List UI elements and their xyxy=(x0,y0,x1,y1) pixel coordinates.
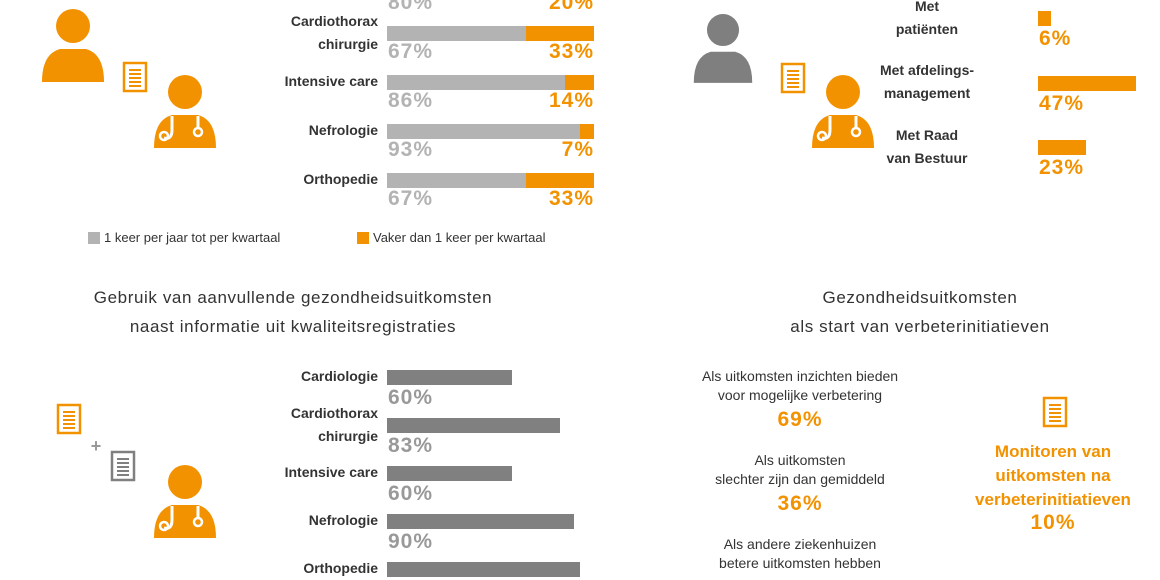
value-label: 67% xyxy=(388,40,434,63)
value-label: 60% xyxy=(388,482,434,505)
highlight-label: Monitoren van uitkomsten na verbeterinit… xyxy=(975,442,1131,509)
document-icon xyxy=(780,62,806,94)
highlight-value: 10% xyxy=(1030,511,1076,534)
person-icon xyxy=(42,9,104,82)
value-label: 90% xyxy=(388,530,434,553)
bar-segment xyxy=(387,173,526,188)
panel-item-value: 69% xyxy=(777,408,823,431)
bar-segment xyxy=(387,124,580,139)
category-label: Orthopedie xyxy=(303,560,378,576)
bar xyxy=(387,466,512,481)
value-label: 93% xyxy=(388,138,434,161)
category-label: Cardiologie xyxy=(300,368,378,384)
category-label: Nefrologie xyxy=(308,512,378,528)
value-label: 83% xyxy=(388,434,434,457)
panel-item-value: 36% xyxy=(777,492,823,515)
bar xyxy=(1038,140,1087,155)
panel-title: Gezondheidsuitkomsten als start van verb… xyxy=(790,288,1050,336)
document-icon xyxy=(1042,396,1068,428)
category-label: Orthopedie xyxy=(303,171,378,187)
bar xyxy=(387,514,575,529)
legend-swatch xyxy=(88,232,100,244)
category-label: Intensive care xyxy=(284,73,378,89)
legend-swatch xyxy=(357,232,369,244)
plus-sign: + xyxy=(91,436,102,456)
category-label: Met patiënten xyxy=(895,0,959,37)
bar-segment xyxy=(565,75,594,90)
bar-segment xyxy=(579,124,594,139)
bar-segment xyxy=(387,26,526,41)
legend-label: Vaker dan 1 keer per kwartaal xyxy=(373,230,546,245)
category-label: Cardiothorax chirurgie xyxy=(290,404,378,444)
value-label: 14% xyxy=(548,89,594,112)
category-label: Nefrologie xyxy=(308,122,378,138)
document-icon xyxy=(122,61,148,93)
value-label: 80% xyxy=(388,0,434,14)
bar xyxy=(1038,11,1051,26)
category-label: Met Raad van Bestuur xyxy=(886,126,968,166)
bar-segment xyxy=(525,173,594,188)
category-label: Intensive care xyxy=(284,464,378,480)
value-label: 60% xyxy=(388,386,434,409)
bar-segment xyxy=(387,75,566,90)
bar xyxy=(1038,75,1137,91)
document-icon xyxy=(56,403,82,435)
value-label: 6% xyxy=(1039,27,1072,50)
value-label: 47% xyxy=(1039,91,1085,115)
bar xyxy=(387,562,581,577)
value-label: 20% xyxy=(548,0,594,14)
value-label: 23% xyxy=(1039,156,1085,179)
bar xyxy=(387,418,560,433)
value-label: 67% xyxy=(388,187,434,210)
panel-item-label: Als uitkomsten slechter zijn dan gemidde… xyxy=(715,452,885,487)
value-label: 86% xyxy=(388,89,434,112)
bar-segment xyxy=(525,26,594,41)
chart-title: Gebruik van aanvullende gezondheidsuitko… xyxy=(93,288,493,336)
panel-item-label: Als uitkomsten inzichten bieden voor mog… xyxy=(701,368,899,403)
value-label: 7% xyxy=(561,138,594,161)
panel-item-label: Als andere ziekenhuizen betere uitkomste… xyxy=(719,536,881,571)
document-icon xyxy=(110,450,136,482)
value-label: 33% xyxy=(548,187,594,210)
legend-label: 1 keer per jaar tot per kwartaal xyxy=(104,230,281,245)
category-label: Met afdelings- management xyxy=(879,62,975,101)
value-label: 33% xyxy=(548,40,594,63)
category-label: Cardiothorax chirurgie xyxy=(290,12,378,52)
person-icon xyxy=(693,14,753,83)
bar xyxy=(387,370,512,385)
